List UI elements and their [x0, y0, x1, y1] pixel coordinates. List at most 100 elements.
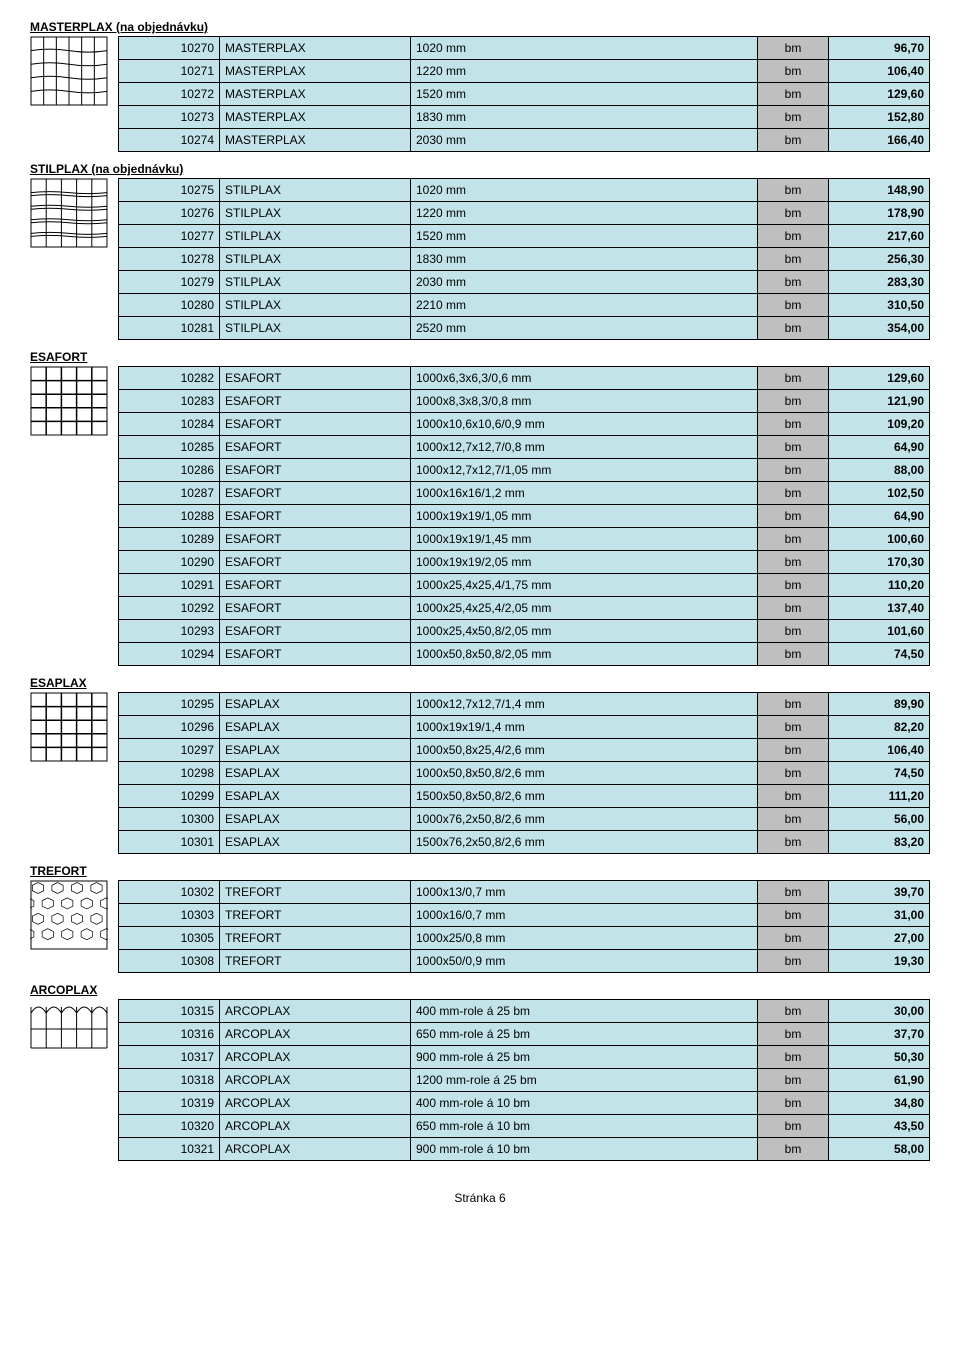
- name-cell: ESAFORT: [220, 528, 411, 551]
- name-cell: MASTERPLAX: [220, 37, 411, 60]
- price-cell: 61,90: [829, 1069, 930, 1092]
- section-title: ARCOPLAX: [30, 983, 930, 997]
- code-cell: 10278: [119, 248, 220, 271]
- price-cell: 283,30: [829, 271, 930, 294]
- unit-cell: bm: [758, 60, 829, 83]
- name-cell: ARCOPLAX: [220, 1069, 411, 1092]
- price-cell: 109,20: [829, 413, 930, 436]
- spec-cell: 1000x50/0,9 mm: [411, 950, 758, 973]
- unit-cell: bm: [758, 390, 829, 413]
- code-cell: 10318: [119, 1069, 220, 1092]
- price-cell: 256,30: [829, 248, 930, 271]
- spec-cell: 1000x12,7x12,7/1,05 mm: [411, 459, 758, 482]
- price-cell: 19,30: [829, 950, 930, 973]
- unit-cell: bm: [758, 37, 829, 60]
- code-cell: 10291: [119, 574, 220, 597]
- name-cell: ESAFORT: [220, 620, 411, 643]
- name-cell: ARCOPLAX: [220, 1000, 411, 1023]
- table-row: 10285ESAFORT1000x12,7x12,7/0,8 mmbm64,90: [119, 436, 930, 459]
- price-cell: 310,50: [829, 294, 930, 317]
- name-cell: ARCOPLAX: [220, 1115, 411, 1138]
- price-cell: 100,60: [829, 528, 930, 551]
- code-cell: 10272: [119, 83, 220, 106]
- table-row: 10295ESAPLAX1000x12,7x12,7/1,4 mmbm89,90: [119, 693, 930, 716]
- spec-cell: 1000x16x16/1,2 mm: [411, 482, 758, 505]
- spec-cell: 1500x76,2x50,8/2,6 mm: [411, 831, 758, 854]
- price-cell: 354,00: [829, 317, 930, 340]
- esaplax-icon: [30, 692, 118, 762]
- spec-cell: 1000x25,4x25,4/1,75 mm: [411, 574, 758, 597]
- name-cell: ESAFORT: [220, 367, 411, 390]
- code-cell: 10281: [119, 317, 220, 340]
- name-cell: MASTERPLAX: [220, 129, 411, 152]
- name-cell: ARCOPLAX: [220, 1138, 411, 1161]
- price-cell: 148,90: [829, 179, 930, 202]
- unit-cell: bm: [758, 367, 829, 390]
- price-cell: 121,90: [829, 390, 930, 413]
- table-row: 10297ESAPLAX1000x50,8x25,4/2,6 mmbm106,4…: [119, 739, 930, 762]
- unit-cell: bm: [758, 1023, 829, 1046]
- name-cell: ARCOPLAX: [220, 1046, 411, 1069]
- price-cell: 129,60: [829, 367, 930, 390]
- unit-cell: bm: [758, 106, 829, 129]
- price-cell: 217,60: [829, 225, 930, 248]
- price-cell: 111,20: [829, 785, 930, 808]
- table-row: 10289ESAFORT1000x19x19/1,45 mmbm100,60: [119, 528, 930, 551]
- name-cell: ESAPLAX: [220, 762, 411, 785]
- code-cell: 10302: [119, 881, 220, 904]
- unit-cell: bm: [758, 413, 829, 436]
- table-row: 10287ESAFORT1000x16x16/1,2 mmbm102,50: [119, 482, 930, 505]
- code-cell: 10277: [119, 225, 220, 248]
- name-cell: STILPLAX: [220, 179, 411, 202]
- table-row: 10271MASTERPLAX1220 mmbm106,40: [119, 60, 930, 83]
- section-title: MASTERPLAX (na objednávku): [30, 20, 930, 34]
- table-row: 10290ESAFORT1000x19x19/2,05 mmbm170,30: [119, 551, 930, 574]
- name-cell: ESAPLAX: [220, 739, 411, 762]
- spec-cell: 2030 mm: [411, 129, 758, 152]
- code-cell: 10280: [119, 294, 220, 317]
- table-row: 10282ESAFORT1000x6,3x6,3/0,6 mmbm129,60: [119, 367, 930, 390]
- price-cell: 74,50: [829, 762, 930, 785]
- unit-cell: bm: [758, 271, 829, 294]
- code-cell: 10299: [119, 785, 220, 808]
- table-row: 10315ARCOPLAX400 mm-role á 25 bmbm30,00: [119, 1000, 930, 1023]
- name-cell: ESAFORT: [220, 390, 411, 413]
- price-cell: 129,60: [829, 83, 930, 106]
- name-cell: MASTERPLAX: [220, 83, 411, 106]
- code-cell: 10279: [119, 271, 220, 294]
- unit-cell: bm: [758, 225, 829, 248]
- table-row: 10276STILPLAX1220 mmbm178,90: [119, 202, 930, 225]
- price-cell: 31,00: [829, 904, 930, 927]
- spec-cell: 1000x12,7x12,7/0,8 mm: [411, 436, 758, 459]
- table-row: 10319ARCOPLAX400 mm-role á 10 bmbm34,80: [119, 1092, 930, 1115]
- table-row: 10305TREFORT1000x25/0,8 mmbm27,00: [119, 927, 930, 950]
- section-block: 10315ARCOPLAX400 mm-role á 25 bmbm30,001…: [30, 999, 930, 1161]
- unit-cell: bm: [758, 202, 829, 225]
- spec-cell: 650 mm-role á 25 bm: [411, 1023, 758, 1046]
- spec-cell: 1220 mm: [411, 202, 758, 225]
- unit-cell: bm: [758, 179, 829, 202]
- table-row: 10296ESAPLAX1000x19x19/1,4 mmbm82,20: [119, 716, 930, 739]
- table-row: 10272MASTERPLAX1520 mmbm129,60: [119, 83, 930, 106]
- table-row: 10299ESAPLAX1500x50,8x50,8/2,6 mmbm111,2…: [119, 785, 930, 808]
- table-row: 10280STILPLAX2210 mmbm310,50: [119, 294, 930, 317]
- name-cell: STILPLAX: [220, 317, 411, 340]
- price-cell: 74,50: [829, 643, 930, 666]
- price-cell: 106,40: [829, 739, 930, 762]
- name-cell: STILPLAX: [220, 248, 411, 271]
- table-row: 10298ESAPLAX1000x50,8x50,8/2,6 mmbm74,50: [119, 762, 930, 785]
- price-cell: 166,40: [829, 129, 930, 152]
- spec-cell: 1000x13/0,7 mm: [411, 881, 758, 904]
- spec-cell: 900 mm-role á 10 bm: [411, 1138, 758, 1161]
- unit-cell: bm: [758, 643, 829, 666]
- code-cell: 10316: [119, 1023, 220, 1046]
- section-title: TREFORT: [30, 864, 930, 878]
- spec-cell: 1830 mm: [411, 248, 758, 271]
- name-cell: ESAPLAX: [220, 716, 411, 739]
- spec-cell: 2210 mm: [411, 294, 758, 317]
- spec-cell: 1020 mm: [411, 179, 758, 202]
- price-cell: 89,90: [829, 693, 930, 716]
- esafort-icon: [30, 366, 118, 436]
- name-cell: STILPLAX: [220, 271, 411, 294]
- code-cell: 10296: [119, 716, 220, 739]
